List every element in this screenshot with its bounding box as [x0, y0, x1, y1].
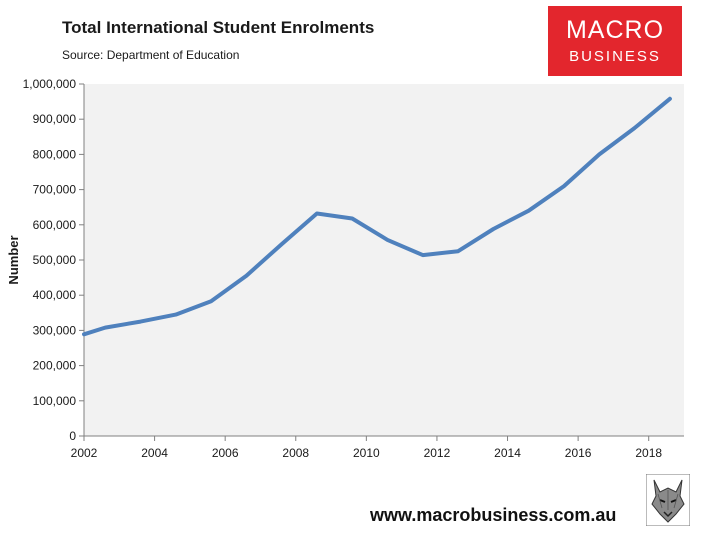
footer-url: www.macrobusiness.com.au — [370, 505, 617, 525]
x-tick-label: 2014 — [494, 446, 521, 460]
y-axis-label: Number — [6, 235, 21, 284]
logo-line-business: BUSINESS — [569, 48, 661, 65]
y-tick-label: 900,000 — [33, 112, 77, 126]
x-tick-label: 2010 — [353, 446, 380, 460]
x-tick-label: 2018 — [635, 446, 662, 460]
y-tick-label: 500,000 — [33, 253, 77, 267]
series-line-enrolments — [82, 96, 672, 337]
logo-line-macro: MACRO — [565, 16, 665, 44]
y-tick-label: 700,000 — [33, 183, 77, 197]
chart-title: Total International Student Enrolments — [62, 18, 375, 37]
x-tick-label: 2012 — [424, 446, 451, 460]
y-tick-label: 800,000 — [33, 147, 77, 161]
wolf-icon — [646, 474, 690, 526]
chart-source: Source: Department of Education — [62, 48, 240, 62]
x-tick-label: 2002 — [71, 446, 98, 460]
x-tick-label: 2016 — [565, 446, 592, 460]
macrobusiness-logo: MACRO BUSINESS — [548, 6, 682, 76]
y-tick-label: 600,000 — [33, 218, 77, 232]
y-tick-label: 1,000,000 — [23, 77, 77, 91]
x-tick-label: 2004 — [141, 446, 168, 460]
y-tick-label: 400,000 — [33, 288, 77, 302]
y-tick-label: 200,000 — [33, 359, 77, 373]
y-tick-label: 100,000 — [33, 394, 77, 408]
y-tick-label: 300,000 — [33, 323, 77, 337]
plot-area — [84, 84, 684, 436]
x-tick-label: 2008 — [282, 446, 309, 460]
x-tick-label: 2006 — [212, 446, 239, 460]
y-tick-label: 0 — [69, 429, 76, 443]
